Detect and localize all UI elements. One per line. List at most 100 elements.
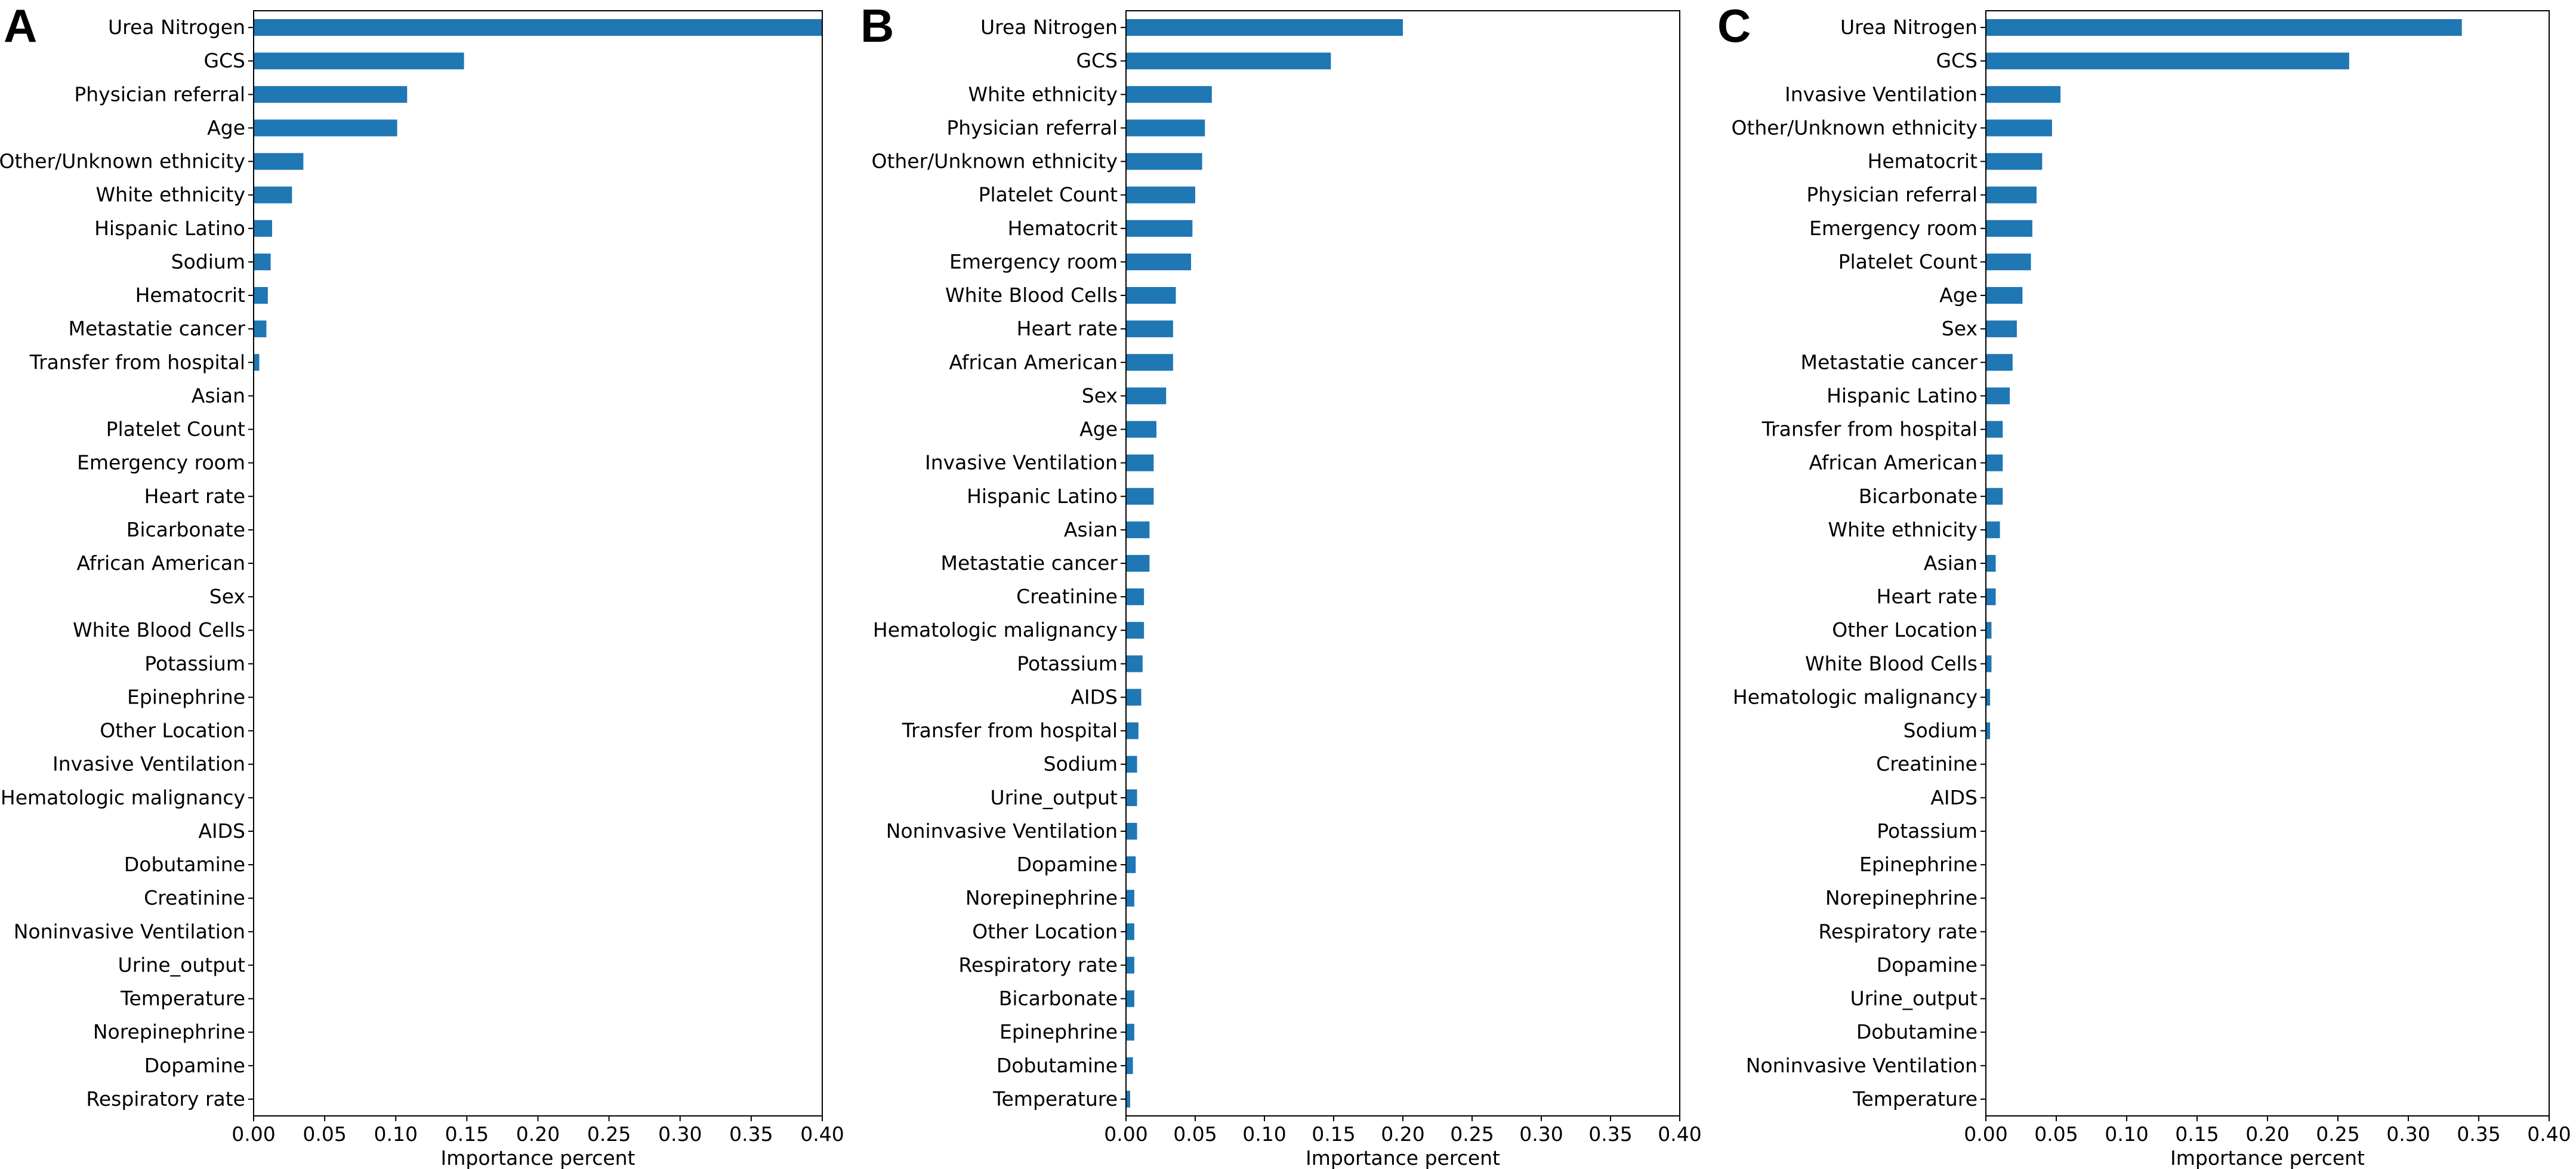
bar [1126, 421, 1157, 438]
plot-frame [1125, 10, 1680, 1116]
bar [254, 220, 272, 237]
category-label: Norepinephrine [965, 886, 1118, 909]
x-tick-label: 0.35 [2457, 1122, 2500, 1146]
bar [254, 53, 464, 70]
plot-frame [253, 10, 823, 1116]
x-axis-title: Importance percent [2170, 1146, 2365, 1169]
category-label: Dobutamine [1856, 1020, 1977, 1044]
bar [254, 86, 408, 103]
x-tick-label: 0.20 [2245, 1122, 2289, 1146]
category-label: Noninvasive Ventilation [14, 920, 245, 943]
bar [1986, 220, 2032, 237]
x-tick-label: 0.10 [1242, 1122, 1286, 1146]
category-label: Temperature [1852, 1087, 1977, 1111]
bar [254, 153, 304, 170]
category-label: Noninvasive Ventilation [1746, 1054, 1977, 1077]
bar [1986, 722, 1991, 739]
bar [1126, 488, 1154, 505]
bar [1126, 755, 1137, 773]
x-tick-label: 0.35 [1588, 1122, 1632, 1146]
bar [254, 354, 260, 371]
x-tick-label: 0.00 [1964, 1122, 2007, 1146]
category-label: GCS [1076, 49, 1118, 72]
category-label: Noninvasive Ventilation [886, 819, 1118, 843]
bar [1986, 454, 2003, 471]
x-tick-label: 0.25 [1450, 1122, 1494, 1146]
category-label: AIDS [198, 819, 245, 843]
category-label: Transfer from hospital [902, 719, 1118, 742]
category-label: Other/Unknown ethnicity [871, 150, 1118, 173]
category-label: Bicarbonate [1859, 485, 1977, 508]
bar [1126, 253, 1192, 270]
category-label: Creatinine [1016, 585, 1118, 608]
bar [1126, 722, 1139, 739]
category-label: Bicarbonate [999, 987, 1118, 1010]
category-label: Hematocrit [1868, 150, 1977, 173]
category-label: Physician referral [74, 82, 245, 106]
category-label: Asian [1064, 518, 1118, 541]
bar [1126, 53, 1331, 70]
category-label: Transfer from hospital [29, 350, 245, 374]
x-tick-label: 0.15 [2175, 1122, 2219, 1146]
category-label: Asian [1924, 551, 1977, 575]
bar [1126, 588, 1144, 606]
bar [254, 186, 292, 203]
x-tick-label: 0.40 [2527, 1122, 2571, 1146]
category-label: Hispanic Latino [967, 485, 1118, 508]
bar [1986, 53, 2349, 70]
category-label: Metastatie cancer [941, 551, 1118, 575]
category-label: Other/Unknown ethnicity [0, 150, 245, 173]
bar [1986, 387, 2010, 405]
bar [1986, 354, 2013, 371]
bar [1126, 689, 1142, 706]
plot-frame [1985, 10, 2550, 1116]
category-label: Emergency room [949, 250, 1118, 273]
x-tick-label: 0.30 [658, 1122, 702, 1146]
category-label: African American [76, 551, 245, 575]
panel-a: A Urea Nitrogen GCS Physician referral Age Ot… [0, 0, 844, 1169]
category-label: Epinephrine [127, 685, 245, 708]
category-label: Urea Nitrogen [108, 16, 245, 39]
category-label: AIDS [1070, 685, 1118, 708]
category-label: Other Location [972, 920, 1118, 943]
bar [254, 19, 822, 36]
category-label: Heart rate [1877, 585, 1977, 608]
panel-letter: A [4, 0, 37, 52]
x-tick-label: 0.20 [1381, 1122, 1424, 1146]
x-tick-label: 0.05 [2034, 1122, 2078, 1146]
bar [254, 253, 271, 270]
category-label: Norepinephrine [1825, 886, 1977, 909]
category-label: Hematologic malignancy [1733, 685, 1977, 708]
category-label: Emergency room [77, 451, 245, 474]
category-label: Asian [192, 384, 245, 407]
panel-letter: B [860, 0, 894, 52]
category-label: Other Location [100, 719, 245, 742]
category-label: Heart rate [1017, 317, 1118, 340]
bar [1986, 186, 2037, 203]
panel-letter: C [1717, 0, 1751, 52]
bar [1126, 1090, 1130, 1108]
bar [1986, 287, 2023, 304]
x-tick-label: 0.40 [1658, 1122, 1701, 1146]
category-label: Norepinephrine [93, 1020, 245, 1044]
category-label: Epinephrine [999, 1020, 1118, 1044]
bar [1986, 655, 1992, 673]
bar [1126, 119, 1205, 137]
category-label: Metastatie cancer [1801, 350, 1978, 374]
category-label: Metastatie cancer [69, 317, 246, 340]
bar [1126, 86, 1212, 103]
bar [1986, 153, 2043, 170]
category-label: White ethnicity [968, 82, 1118, 106]
category-label: Urine_output [991, 786, 1118, 809]
bar [1986, 86, 2061, 103]
category-label: Invasive Ventilation [53, 752, 245, 776]
category-label: Hematologic malignancy [1, 786, 245, 809]
category-label: Creatinine [1876, 752, 1977, 776]
bar [1126, 822, 1137, 840]
x-axis-title: Importance percent [1306, 1146, 1500, 1169]
category-label: Sex [1082, 384, 1118, 407]
x-tick-label: 0.05 [303, 1122, 346, 1146]
x-tick-label: 0.20 [516, 1122, 560, 1146]
bar [1126, 789, 1137, 806]
